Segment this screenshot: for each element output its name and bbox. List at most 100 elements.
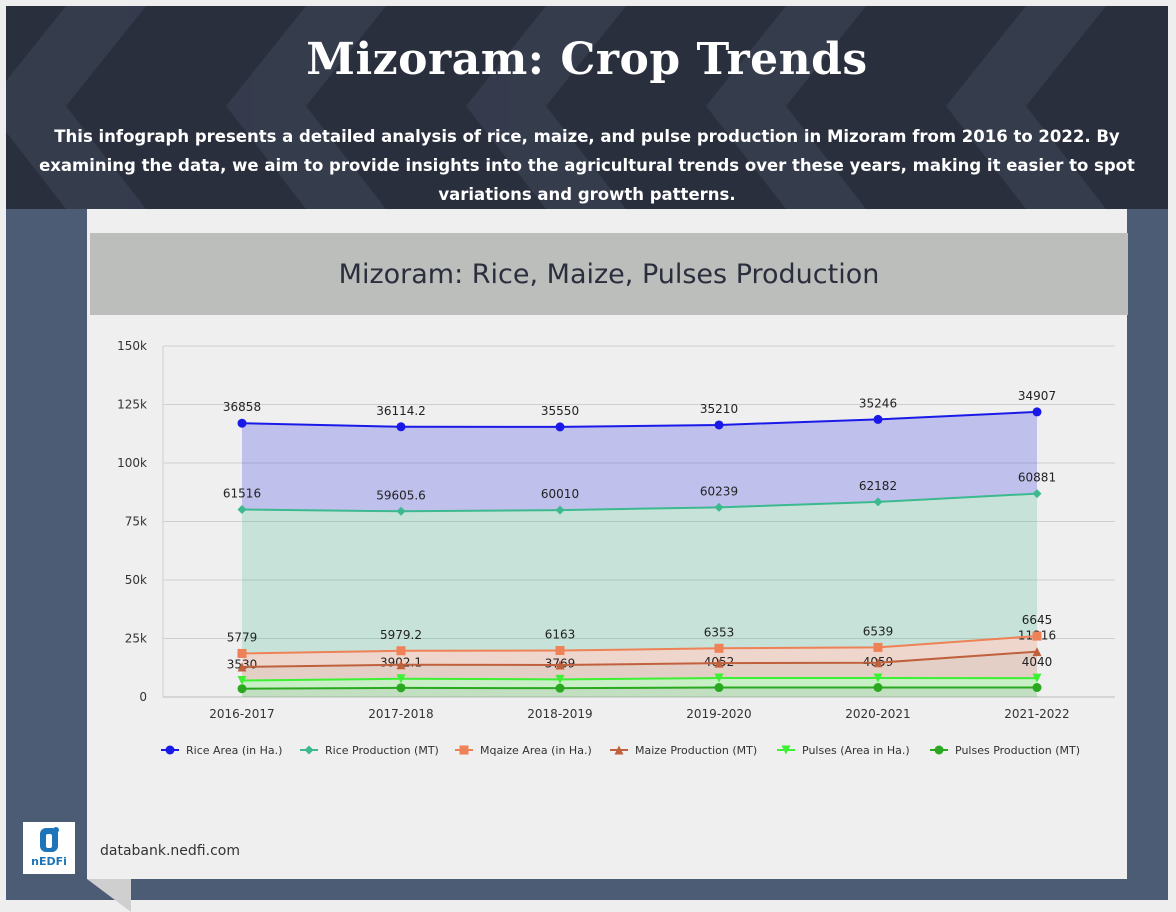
line-mqaize-area-in-ha — [241, 635, 1038, 655]
point-pulses-area-in-ha — [555, 674, 565, 684]
data-label: 62182 — [859, 479, 897, 493]
point-maize-production-mt — [237, 662, 247, 672]
nedfi-logo-icon — [40, 827, 59, 852]
data-label: 36114.2 — [376, 404, 426, 418]
point-pulses-area-in-ha — [1032, 673, 1042, 683]
point-maize-production-mt — [396, 660, 406, 670]
data-label: 35210 — [700, 402, 738, 416]
y-tick-label: 100k — [117, 456, 147, 470]
legend-marker — [165, 745, 175, 755]
legend-item-label: Rice Area (in Ha.) — [186, 744, 282, 757]
data-label: 60010 — [541, 487, 579, 501]
point-rice-area-in-ha — [396, 422, 406, 432]
point-rice-production-mt — [714, 502, 724, 512]
data-label: 36858 — [223, 400, 261, 414]
legend-marker — [934, 745, 944, 755]
legend-item-label: Mqaize Area (in Ha.) — [480, 744, 592, 757]
point-pulses-production-mt — [555, 683, 565, 693]
logo-text: nEDFi — [31, 855, 67, 868]
data-label: 6353 — [704, 625, 735, 639]
point-mqaize-area-in-ha — [1032, 631, 1042, 641]
point-maize-production-mt — [555, 660, 565, 670]
x-tick-label: 2019-2020 — [686, 707, 751, 721]
page-description: This infograph presents a detailed analy… — [39, 127, 1135, 204]
y-tick-label: 0 — [139, 690, 147, 704]
data-label: 61516 — [223, 486, 261, 500]
line-pulses-area-in-ha — [241, 677, 1038, 682]
legend-marker — [781, 745, 791, 755]
y-tick-label: 150k — [117, 339, 147, 353]
point-rice-area-in-ha — [714, 420, 724, 430]
legend-item-label: Pulses Production (MT) — [955, 744, 1080, 757]
area-maize-production-mt — [242, 651, 1037, 681]
line-maize-production-mt — [241, 650, 1038, 668]
point-maize-production-mt — [714, 658, 724, 668]
page-title: Mizoram: Crop Trends — [306, 34, 868, 85]
source-link[interactable]: databank.nedfi.com — [100, 843, 240, 859]
point-rice-production-mt — [1032, 489, 1042, 499]
data-label: 60881 — [1018, 471, 1056, 485]
data-label: 5779 — [227, 630, 258, 644]
x-tick-label: 2016-2017 — [209, 707, 274, 721]
area-pulses-production-mt — [242, 687, 1037, 697]
chart-title: Mizoram: Rice, Maize, Pulses Production — [338, 259, 880, 290]
point-rice-area-in-ha — [1032, 407, 1042, 417]
area-mqaize-area-in-ha — [242, 636, 1037, 667]
point-mqaize-area-in-ha — [714, 643, 724, 653]
x-tick-label: 2020-2021 — [845, 707, 910, 721]
legend-marker — [304, 745, 314, 755]
data-label: 6163 — [545, 628, 576, 642]
chart-title-bar: Mizoram: Rice, Maize, Pulses Production — [90, 233, 1128, 315]
legend-item-label: Rice Production (MT) — [325, 744, 439, 757]
point-pulses-production-mt — [237, 684, 247, 694]
point-pulses-production-mt — [396, 683, 406, 693]
point-pulses-area-in-ha — [873, 673, 883, 683]
area-pulses-area-in-ha — [242, 678, 1037, 689]
data-label: 35550 — [541, 404, 579, 418]
y-tick-label: 25k — [125, 632, 147, 646]
header-background-pattern — [6, 6, 1106, 209]
point-rice-production-mt — [555, 505, 565, 515]
legend-marker — [459, 745, 469, 755]
data-label: 6645 — [1022, 613, 1053, 627]
point-rice-production-mt — [396, 506, 406, 516]
x-tick-label: 2017-2018 — [368, 707, 433, 721]
point-mqaize-area-in-ha — [555, 646, 565, 656]
point-maize-production-mt — [873, 658, 883, 668]
point-pulses-area-in-ha — [237, 675, 247, 685]
point-pulses-area-in-ha — [396, 674, 406, 684]
line-pulses-production-mt — [241, 686, 1038, 690]
legend-item-label: Pulses (Area in Ha.) — [802, 744, 910, 757]
area-rice-production-mt — [242, 493, 1037, 654]
legend-item-label: Maize Production (MT) — [635, 744, 757, 757]
line-rice-area-in-ha — [241, 410, 1038, 428]
point-pulses-production-mt — [714, 683, 724, 693]
data-label: 60239 — [700, 484, 738, 498]
point-mqaize-area-in-ha — [396, 646, 406, 656]
line-rice-production-mt — [241, 492, 1038, 513]
point-pulses-production-mt — [1032, 683, 1042, 693]
y-tick-label: 50k — [125, 573, 147, 587]
header-banner: Mizoram: Crop Trends This infograph pres… — [6, 6, 1168, 209]
chart-card — [87, 209, 1127, 879]
point-pulses-production-mt — [873, 683, 883, 693]
point-maize-production-mt — [1032, 647, 1042, 657]
point-pulses-area-in-ha — [714, 673, 724, 683]
point-rice-production-mt — [873, 497, 883, 507]
legend-marker — [614, 745, 624, 755]
point-mqaize-area-in-ha — [237, 648, 247, 658]
point-rice-area-in-ha — [555, 422, 565, 432]
nedfi-logo: nEDFi — [23, 822, 75, 874]
area-rice-area-in-ha — [242, 411, 1037, 512]
data-label: 35246 — [859, 396, 897, 410]
y-tick-label: 125k — [117, 398, 147, 412]
point-rice-production-mt — [237, 504, 247, 514]
data-label: 4040 — [1022, 655, 1053, 669]
point-rice-area-in-ha — [873, 414, 883, 424]
y-tick-label: 75k — [125, 515, 147, 529]
data-label: 34907 — [1018, 389, 1056, 403]
data-label: 59605.6 — [376, 488, 426, 502]
data-label: 5979.2 — [380, 628, 422, 642]
x-tick-label: 2018-2019 — [527, 707, 592, 721]
